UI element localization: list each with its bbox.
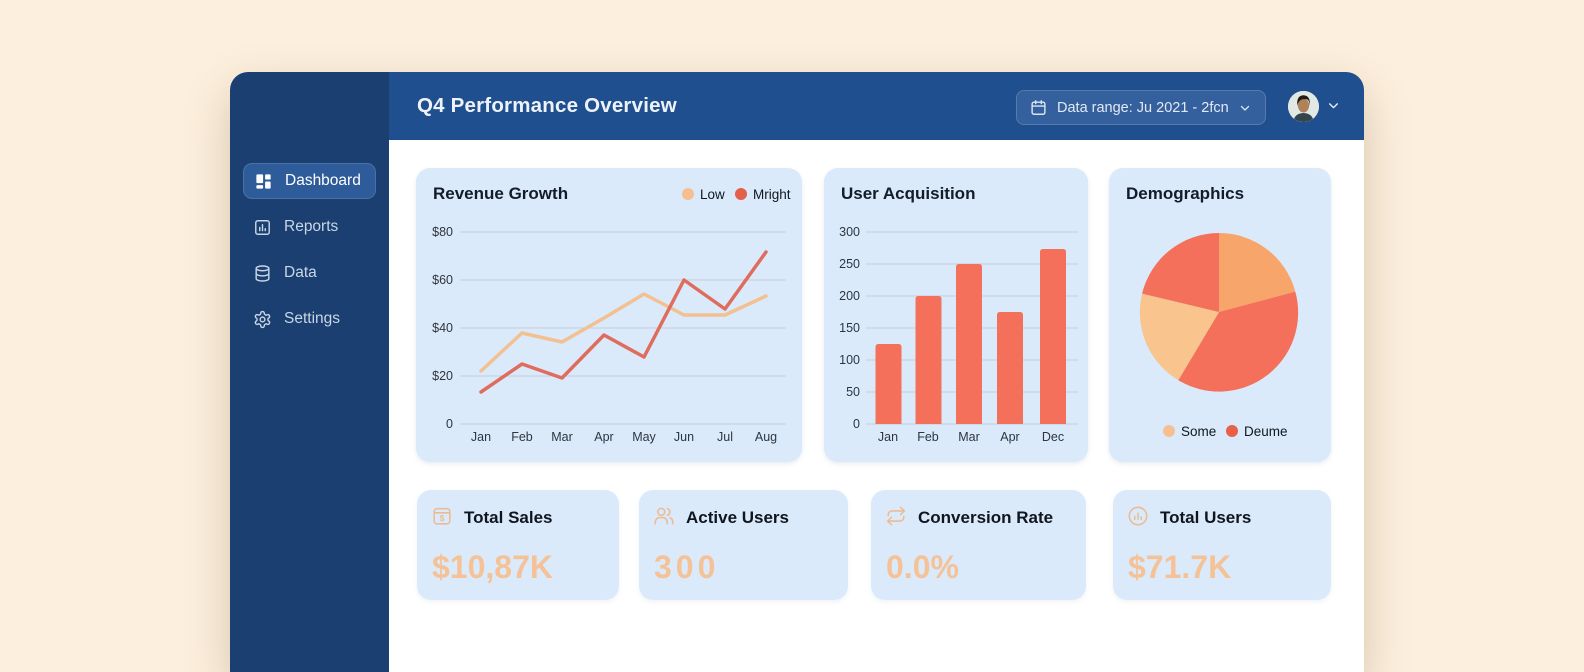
svg-text:Deume: Deume: [1244, 424, 1288, 439]
svg-text:Feb: Feb: [511, 430, 533, 444]
svg-text:Apr: Apr: [1000, 430, 1019, 444]
svg-text:Dec: Dec: [1042, 430, 1064, 444]
svg-text:Feb: Feb: [917, 430, 939, 444]
svg-text:$20: $20: [432, 369, 453, 383]
svg-text:150: 150: [839, 321, 860, 335]
svg-text:Mar: Mar: [551, 430, 573, 444]
svg-text:200: 200: [839, 289, 860, 303]
svg-text:50: 50: [846, 385, 860, 399]
svg-text:$: $: [440, 514, 445, 523]
svg-text:$40: $40: [432, 321, 453, 335]
svg-text:$60: $60: [432, 273, 453, 287]
svg-text:0: 0: [446, 417, 453, 431]
svg-text:100: 100: [839, 353, 860, 367]
svg-text:Mright: Mright: [753, 187, 791, 202]
svg-text:$80: $80: [432, 225, 453, 239]
svg-text:Aug: Aug: [755, 430, 777, 444]
svg-text:250: 250: [839, 257, 860, 271]
svg-text:Low: Low: [700, 187, 725, 202]
svg-text:300: 300: [839, 225, 860, 239]
svg-text:0: 0: [853, 417, 860, 431]
svg-text:Jan: Jan: [471, 430, 491, 444]
svg-text:Jan: Jan: [878, 430, 898, 444]
svg-text:Jul: Jul: [717, 430, 733, 444]
svg-text:Apr: Apr: [594, 430, 613, 444]
svg-text:Some: Some: [1181, 424, 1216, 439]
svg-text:May: May: [632, 430, 656, 444]
svg-text:Jun: Jun: [674, 430, 694, 444]
svg-text:Mar: Mar: [958, 430, 980, 444]
